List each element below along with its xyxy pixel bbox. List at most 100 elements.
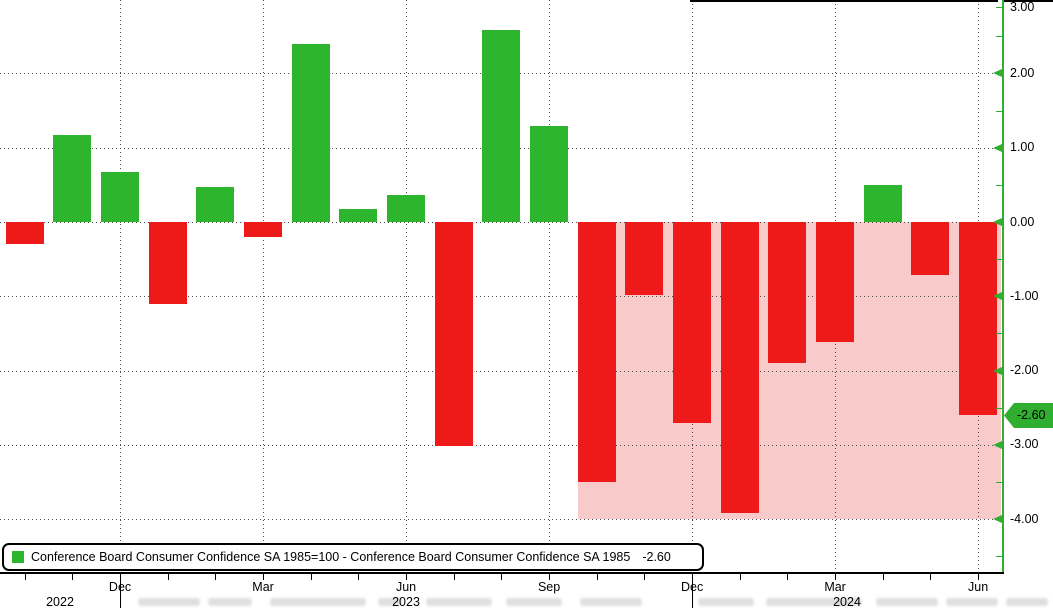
x-axis-label-mar-5: Mar [252,580,274,594]
bar-may-2024 [911,222,950,276]
bar-apr-2024 [863,184,902,222]
bar-nov-2022 [53,135,92,222]
x-tick-jan-2023 [167,574,169,580]
gridline-v-mar-5 [263,0,265,572]
bottom-smudge [1006,598,1048,606]
bottom-smudge [426,598,492,606]
current-value-callout: -2.60 [1004,403,1053,428]
y-minor-tick--2.5 [996,407,1002,409]
y-minor-tick--4.5 [996,556,1002,558]
y-minor-tick--1.5 [996,333,1002,335]
x-axis-label-sep-11: Sep [537,580,561,594]
bar-jun-2024 [959,222,998,416]
y-major-arrow--2.00 [993,366,1002,375]
x-tick-jul-2023 [453,574,455,580]
y-minor-tick-2.5 [996,36,1002,38]
gridline-h--1.00 [0,296,1002,298]
bar-feb-2023 [196,187,235,222]
gridline-h--2.00 [0,370,1002,372]
y-axis-label--4.00: -4.00 [1010,511,1039,526]
gridline-v-jun-8 [406,0,408,572]
y-major-arrow--4.00 [993,515,1002,524]
x-tick-feb-2024 [787,574,789,580]
y-minor-tick--3.5 [996,482,1002,484]
x-tick-jun-2023 [406,574,408,580]
y-major-arrow--1.00 [993,292,1002,301]
bottom-smudge [208,598,252,606]
bar-dec-2023 [673,222,712,423]
x-axis-label-jun-8: Jun [395,580,417,594]
gridline-h--3.00 [0,444,1002,446]
x-tick-jun-2024 [978,574,980,580]
bar-feb-2024 [768,222,807,364]
bottom-smudge [378,598,402,606]
legend-last-value: -2.60 [642,550,671,564]
bar-jul-2023 [434,222,473,447]
year-label-2024: 2024 [833,595,861,608]
x-tick-jan-2024 [739,574,741,580]
x-tick-oct-2022 [24,574,26,580]
bar-aug-2023 [482,29,521,222]
bottom-smudge [766,598,862,606]
gridline-v-sep-11 [549,0,551,572]
bar-mar-2023 [244,222,283,237]
x-axis-line [0,572,1004,574]
legend-swatch-icon [12,551,24,563]
bar-nov-2023 [625,222,664,295]
y-major-arrow-2.00 [993,69,1002,78]
bar-jan-2023 [148,222,187,305]
legend-series-label: Conference Board Consumer Confidence SA … [31,550,631,564]
x-tick-aug-2023 [501,574,503,580]
y-axis-line [1002,0,1004,573]
x-tick-sep-2023 [549,574,551,580]
year-label-2023: 2023 [392,595,420,608]
x-tick-apr-2023 [310,574,312,580]
bottom-smudge [138,598,200,606]
x-axis-label-mar-17: Mar [824,580,846,594]
bar-apr-2023 [291,44,330,222]
bar-jan-2024 [720,222,759,514]
bottom-smudge [698,598,754,606]
gridline-h--4.00 [0,519,1002,521]
y-axis-label-3.00: 3.00 [1010,0,1035,14]
x-tick-feb-2023 [215,574,217,580]
x-tick-may-2024 [930,574,932,580]
y-axis-label-0.00: 0.00 [1010,214,1035,229]
bar-mar-2024 [816,222,855,342]
y-major-arrow-1.00 [993,143,1002,152]
top-border-segment [690,0,998,2]
y-minor-tick-0.5 [996,184,1002,186]
legend: Conference Board Consumer Confidence SA … [2,543,704,571]
x-tick-may-2023 [358,574,360,580]
x-tick-mar-2024 [835,574,837,580]
gridline-h-0.00 [0,222,1002,223]
x-tick-oct-2023 [596,574,598,580]
bar-oct-2022 [5,222,44,245]
y-axis-label--2.00: -2.00 [1010,363,1039,378]
year-separator [120,573,122,608]
x-tick-apr-2024 [882,574,884,580]
top-border-segment [1004,0,1053,2]
bottom-smudge [580,598,642,606]
bar-jun-2023 [387,194,426,222]
y-major-arrow-0.00 [993,218,1002,226]
y-minor-tick--0.5 [996,259,1002,261]
y-axis-label-2.00: 2.00 [1010,65,1035,80]
x-tick-mar-2023 [263,574,265,580]
y-major-arrow--3.00 [993,440,1002,449]
y-major-tick-3.00 [996,7,1002,8]
year-label-2022: 2022 [46,595,74,608]
bar-oct-2023 [577,222,616,483]
y-minor-tick-1.5 [996,110,1002,112]
bottom-smudge [506,598,562,606]
y-axis-label--1.00: -1.00 [1010,288,1039,303]
bar-dec-2022 [101,172,140,222]
gridline-v-dec-2 [120,0,122,572]
x-tick-nov-2022 [72,574,74,580]
x-tick-nov-2023 [644,574,646,580]
bottom-smudge [946,598,998,606]
year-separator [692,573,694,608]
bottom-smudge [270,598,366,606]
